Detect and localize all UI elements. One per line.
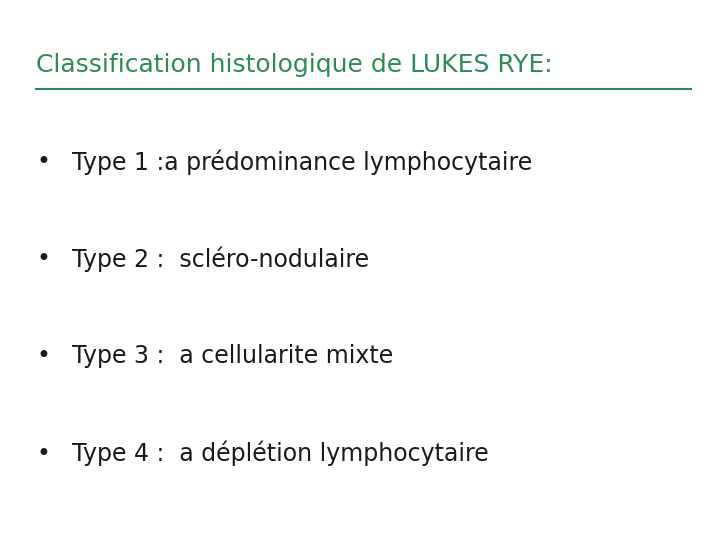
Text: Type 2 :  scléro-nodulaire: Type 2 : scléro-nodulaire (72, 246, 369, 272)
Text: •: • (36, 345, 50, 368)
Text: Classification histologique de LUKES RYE:: Classification histologique de LUKES RYE… (36, 53, 553, 77)
Text: •: • (36, 247, 50, 271)
Text: Type 4 :  a déplétion lymphocytaire: Type 4 : a déplétion lymphocytaire (72, 441, 489, 467)
Text: Type 1 :a prédominance lymphocytaire: Type 1 :a prédominance lymphocytaire (72, 149, 532, 175)
Text: •: • (36, 442, 50, 465)
Text: •: • (36, 150, 50, 174)
Text: Type 3 :  a cellularite mixte: Type 3 : a cellularite mixte (72, 345, 393, 368)
